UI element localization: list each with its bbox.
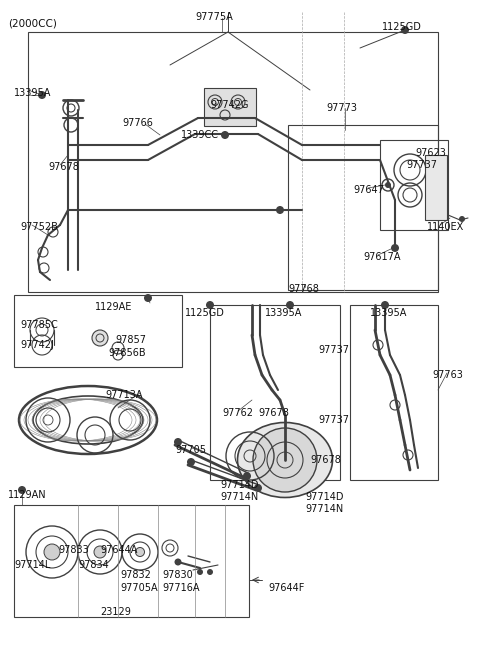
Text: 97830: 97830 — [162, 570, 193, 580]
Text: 97678: 97678 — [310, 455, 341, 465]
Ellipse shape — [238, 422, 333, 497]
Text: 97714D: 97714D — [220, 480, 259, 490]
Bar — [204, 88, 256, 126]
Text: 97737: 97737 — [318, 345, 349, 355]
Circle shape — [221, 131, 229, 139]
Text: 97716A: 97716A — [162, 583, 200, 593]
Text: 97742G: 97742G — [210, 100, 249, 110]
Text: 97737: 97737 — [406, 160, 437, 170]
Bar — [28, 32, 438, 292]
Text: 97644F: 97644F — [268, 583, 304, 593]
Circle shape — [391, 244, 399, 252]
Circle shape — [253, 428, 317, 492]
Circle shape — [381, 301, 389, 309]
Circle shape — [144, 294, 152, 302]
Text: 13395A: 13395A — [14, 88, 51, 98]
Text: 97773: 97773 — [326, 103, 357, 113]
Text: 97762: 97762 — [222, 408, 253, 418]
Text: 1129AN: 1129AN — [8, 490, 47, 500]
Text: (2000CC): (2000CC) — [8, 18, 57, 28]
Circle shape — [38, 91, 46, 99]
Text: 97768: 97768 — [288, 284, 319, 294]
Text: 97714D: 97714D — [305, 492, 344, 502]
Circle shape — [207, 569, 213, 575]
Text: 97678: 97678 — [48, 162, 79, 172]
Bar — [350, 305, 438, 480]
Circle shape — [175, 559, 181, 565]
Text: 97752B: 97752B — [20, 222, 58, 232]
Circle shape — [206, 301, 214, 309]
Text: 13395A: 13395A — [265, 308, 302, 318]
Text: 97714N: 97714N — [305, 504, 343, 514]
Circle shape — [254, 484, 262, 492]
Text: 97742J: 97742J — [20, 340, 54, 350]
Text: 97705A: 97705A — [120, 583, 157, 593]
Text: 97623: 97623 — [415, 148, 446, 158]
Circle shape — [18, 486, 26, 494]
Circle shape — [197, 569, 203, 575]
Text: 97763: 97763 — [432, 370, 463, 380]
Circle shape — [459, 216, 465, 222]
Text: 97833: 97833 — [58, 545, 89, 555]
Text: 97857: 97857 — [115, 335, 146, 345]
Circle shape — [174, 438, 182, 446]
Bar — [288, 125, 438, 290]
Text: 97705: 97705 — [175, 445, 206, 455]
Circle shape — [92, 330, 108, 346]
Text: 97834: 97834 — [78, 560, 109, 570]
Text: 1125GD: 1125GD — [185, 308, 225, 318]
Circle shape — [243, 472, 251, 480]
Text: 1129AE: 1129AE — [95, 302, 132, 312]
Bar — [425, 155, 447, 220]
Text: 23129: 23129 — [100, 607, 131, 617]
Text: 97678: 97678 — [258, 408, 289, 418]
Text: 13395A: 13395A — [370, 308, 408, 318]
Text: 97737: 97737 — [318, 415, 349, 425]
Text: 97775A: 97775A — [195, 12, 233, 22]
Text: 97832: 97832 — [120, 570, 151, 580]
Text: 97856B: 97856B — [108, 348, 145, 358]
Circle shape — [94, 546, 106, 558]
Text: 97713A: 97713A — [105, 390, 143, 400]
Circle shape — [286, 301, 294, 309]
Circle shape — [276, 206, 284, 214]
Bar — [210, 305, 340, 480]
Bar — [380, 140, 448, 230]
Circle shape — [385, 182, 391, 188]
Text: 1339CC: 1339CC — [181, 130, 219, 140]
Circle shape — [44, 544, 60, 560]
Text: 97714L: 97714L — [14, 560, 50, 570]
Bar — [14, 505, 249, 617]
Circle shape — [187, 458, 195, 466]
Text: 1140EX: 1140EX — [427, 222, 464, 232]
Text: 97714N: 97714N — [220, 492, 258, 502]
Circle shape — [135, 548, 144, 557]
Text: 97617A: 97617A — [363, 252, 400, 262]
Circle shape — [401, 26, 409, 34]
Text: 97647: 97647 — [353, 185, 384, 195]
Text: 1125GD: 1125GD — [382, 22, 422, 32]
Text: 97644A: 97644A — [100, 545, 137, 555]
Text: 97785C: 97785C — [20, 320, 58, 330]
Bar — [14, 295, 182, 367]
Text: 97766: 97766 — [122, 118, 153, 128]
